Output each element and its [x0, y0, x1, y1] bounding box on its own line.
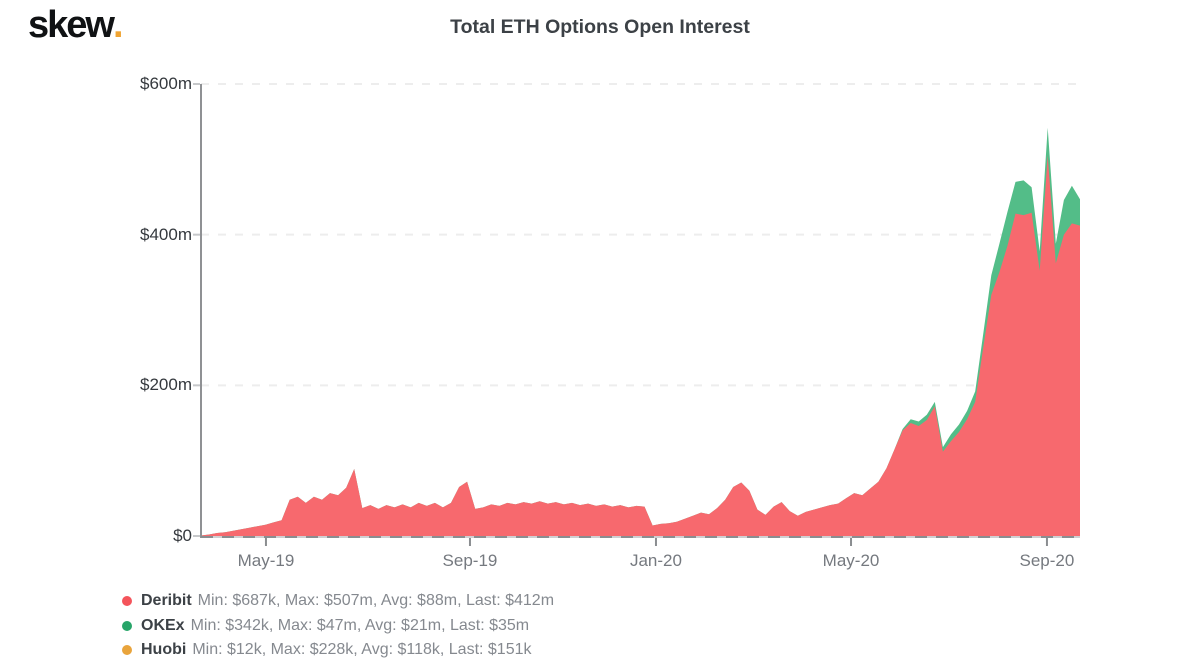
deribit-area — [201, 155, 1080, 536]
legend-row-okex: OKEx Min: $342k, Max: $47m, Avg: $21m, L… — [122, 616, 554, 636]
legend: Deribit Min: $687k, Max: $507m, Avg: $88… — [122, 591, 554, 665]
y-axis-label-$400m: $400m — [140, 224, 192, 244]
legend-stats-okex: Min: $342k, Max: $47m, Avg: $21m, Last: … — [190, 616, 530, 634]
legend-name-deribit: Deribit — [141, 592, 192, 609]
deribit-dot-icon — [122, 596, 132, 606]
legend-stats-deribit: Min: $687k, Max: $507m, Avg: $88m, Last:… — [197, 592, 555, 609]
skew-logo-text: skew — [28, 4, 115, 46]
skew-logo: skew. — [28, 4, 124, 47]
legend-stats-huobi: Min: $12k, Max: $228k, Avg: $118k, Last:… — [192, 641, 532, 658]
legend-name-okex: OKEx — [141, 616, 185, 634]
y-axis-label-$0: $0 — [173, 526, 192, 545]
legend-row-deribit: Deribit Min: $687k, Max: $507m, Avg: $88… — [122, 591, 554, 611]
chart-title: Total ETH Options Open Interest — [450, 16, 750, 38]
y-axis-label-$600m: $600m — [140, 74, 192, 93]
okex-dot-icon — [122, 620, 132, 631]
legend-row-huobi: Huobi Min: $12k, Max: $228k, Avg: $118k,… — [122, 640, 554, 660]
legend-name-huobi: Huobi — [141, 641, 187, 658]
y-axis-label-$200m: $200m — [140, 375, 192, 395]
huobi-dot-icon — [122, 645, 132, 655]
plot-area — [181, 83, 1080, 554]
skew-logo-dot: . — [112, 4, 124, 46]
chart-canvas — [193, 83, 1080, 546]
